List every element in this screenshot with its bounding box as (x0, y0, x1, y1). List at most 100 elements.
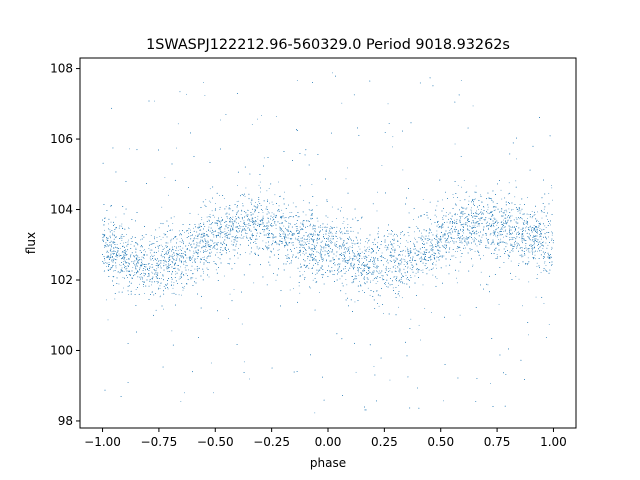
scatter-point (334, 262, 335, 263)
scatter-point (259, 235, 260, 237)
scatter-point (237, 257, 239, 259)
scatter-point (516, 158, 517, 160)
scatter-point (441, 241, 442, 243)
scatter-point (275, 241, 277, 243)
scatter-point (507, 254, 509, 256)
scatter-point (160, 272, 161, 273)
scatter-point (266, 227, 268, 229)
scatter-point (319, 231, 321, 233)
scatter-point (541, 217, 543, 219)
scatter-point (293, 288, 294, 290)
scatter-point (456, 238, 458, 239)
scatter-point (357, 239, 358, 241)
scatter-point (208, 200, 210, 202)
scatter-point (403, 264, 405, 265)
scatter-point (436, 246, 438, 247)
scatter-point (451, 230, 453, 232)
scatter-point (220, 119, 221, 121)
scatter-point (355, 255, 357, 257)
scatter-point (328, 235, 330, 236)
scatter-point (163, 259, 165, 261)
scatter-point (512, 209, 514, 211)
scatter-point (481, 201, 483, 203)
scatter-point (428, 269, 430, 271)
scatter-point (212, 240, 213, 242)
scatter-point (308, 246, 310, 248)
scatter-point (188, 279, 189, 281)
scatter-point (284, 191, 285, 193)
scatter-point (204, 238, 206, 240)
scatter-point (167, 242, 169, 244)
scatter-point (215, 235, 217, 237)
scatter-point (185, 273, 187, 275)
scatter-point (374, 267, 376, 268)
scatter-point (374, 238, 376, 240)
scatter-point (136, 262, 138, 264)
scatter-point (462, 229, 464, 231)
scatter-point (203, 263, 205, 265)
scatter-point (322, 247, 324, 248)
scatter-point (287, 237, 289, 239)
scatter-point (273, 236, 275, 238)
scatter-point (464, 218, 466, 219)
scatter-point (196, 252, 198, 253)
scatter-point (368, 239, 370, 241)
scatter-point (424, 238, 426, 240)
scatter-point (135, 242, 137, 244)
scatter-point (244, 195, 246, 197)
scatter-point (129, 148, 130, 150)
scatter-point (344, 251, 346, 253)
scatter-point (161, 260, 162, 262)
scatter-point (176, 254, 178, 256)
scatter-point (304, 244, 306, 246)
scatter-point (234, 221, 236, 223)
scatter-point (470, 207, 472, 209)
scatter-point (240, 226, 242, 227)
scatter-point (329, 236, 330, 237)
scatter-point (520, 210, 522, 212)
scatter-point (489, 234, 491, 236)
scatter-point (392, 255, 393, 257)
scatter-point (531, 217, 533, 219)
scatter-point (344, 252, 346, 254)
scatter-point (536, 250, 538, 252)
scatter-point (421, 257, 422, 259)
scatter-point (394, 265, 396, 266)
scatter-point (203, 82, 204, 83)
scatter-point (409, 260, 410, 262)
scatter-point (352, 250, 353, 251)
scatter-point (103, 271, 105, 272)
scatter-point (336, 252, 338, 254)
scatter-point (389, 379, 391, 381)
scatter-point (121, 223, 123, 225)
scatter-point (308, 209, 310, 210)
scatter-point (527, 251, 529, 253)
scatter-point (547, 219, 548, 220)
scatter-point (531, 227, 532, 229)
scatter-point (189, 250, 191, 252)
scatter-point (357, 251, 358, 252)
scatter-point (141, 260, 143, 262)
scatter-point (514, 230, 515, 232)
scatter-point (149, 241, 151, 242)
scatter-point (177, 123, 179, 125)
scatter-point (206, 216, 208, 218)
scatter-point (227, 235, 228, 236)
scatter-point (151, 278, 153, 279)
scatter-point (373, 258, 375, 260)
scatter-point (433, 262, 434, 264)
scatter-point (464, 238, 466, 240)
scatter-point (220, 231, 221, 232)
scatter-point (510, 221, 512, 223)
scatter-point (162, 236, 164, 238)
scatter-point (465, 247, 466, 249)
scatter-point (488, 217, 490, 219)
scatter-point (259, 224, 261, 226)
scatter-point (151, 284, 152, 286)
scatter-point (407, 261, 409, 262)
scatter-point (234, 237, 235, 239)
scatter-point (195, 235, 197, 237)
scatter-point (347, 227, 348, 228)
scatter-point (277, 249, 279, 251)
scatter-point (345, 178, 347, 180)
